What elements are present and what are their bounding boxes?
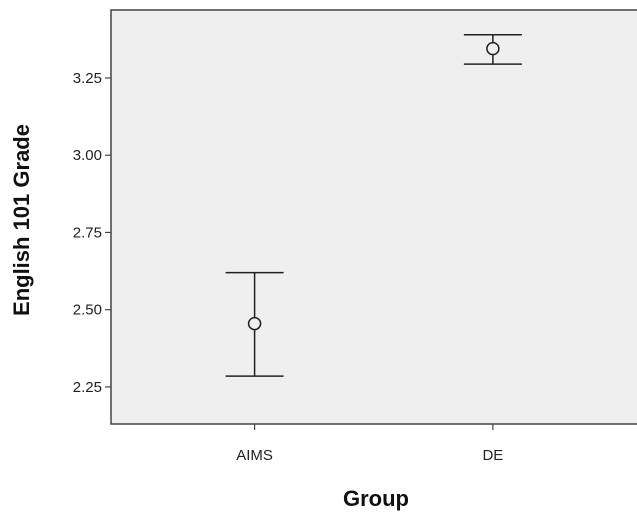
data-marks xyxy=(225,33,522,377)
y-tick-label: 3.00 xyxy=(73,147,102,164)
y-tick-label: 2.75 xyxy=(73,224,102,241)
y-tick-label: 2.25 xyxy=(73,379,102,396)
plot-area xyxy=(110,9,637,425)
mean-point xyxy=(247,316,262,331)
y-tick-label: 2.50 xyxy=(73,302,102,319)
y-axis: 2.25 2.50 2.75 3.00 3.25 xyxy=(73,70,111,396)
y-tick-label: 3.25 xyxy=(73,70,102,87)
x-axis-title: Group xyxy=(343,486,409,511)
x-axis: AIMS DE xyxy=(236,424,503,464)
x-tick-label: AIMS xyxy=(236,447,273,464)
mean-point xyxy=(486,41,500,56)
y-axis-title: English 101 Grade xyxy=(9,124,34,316)
x-tick-label: DE xyxy=(482,447,503,464)
